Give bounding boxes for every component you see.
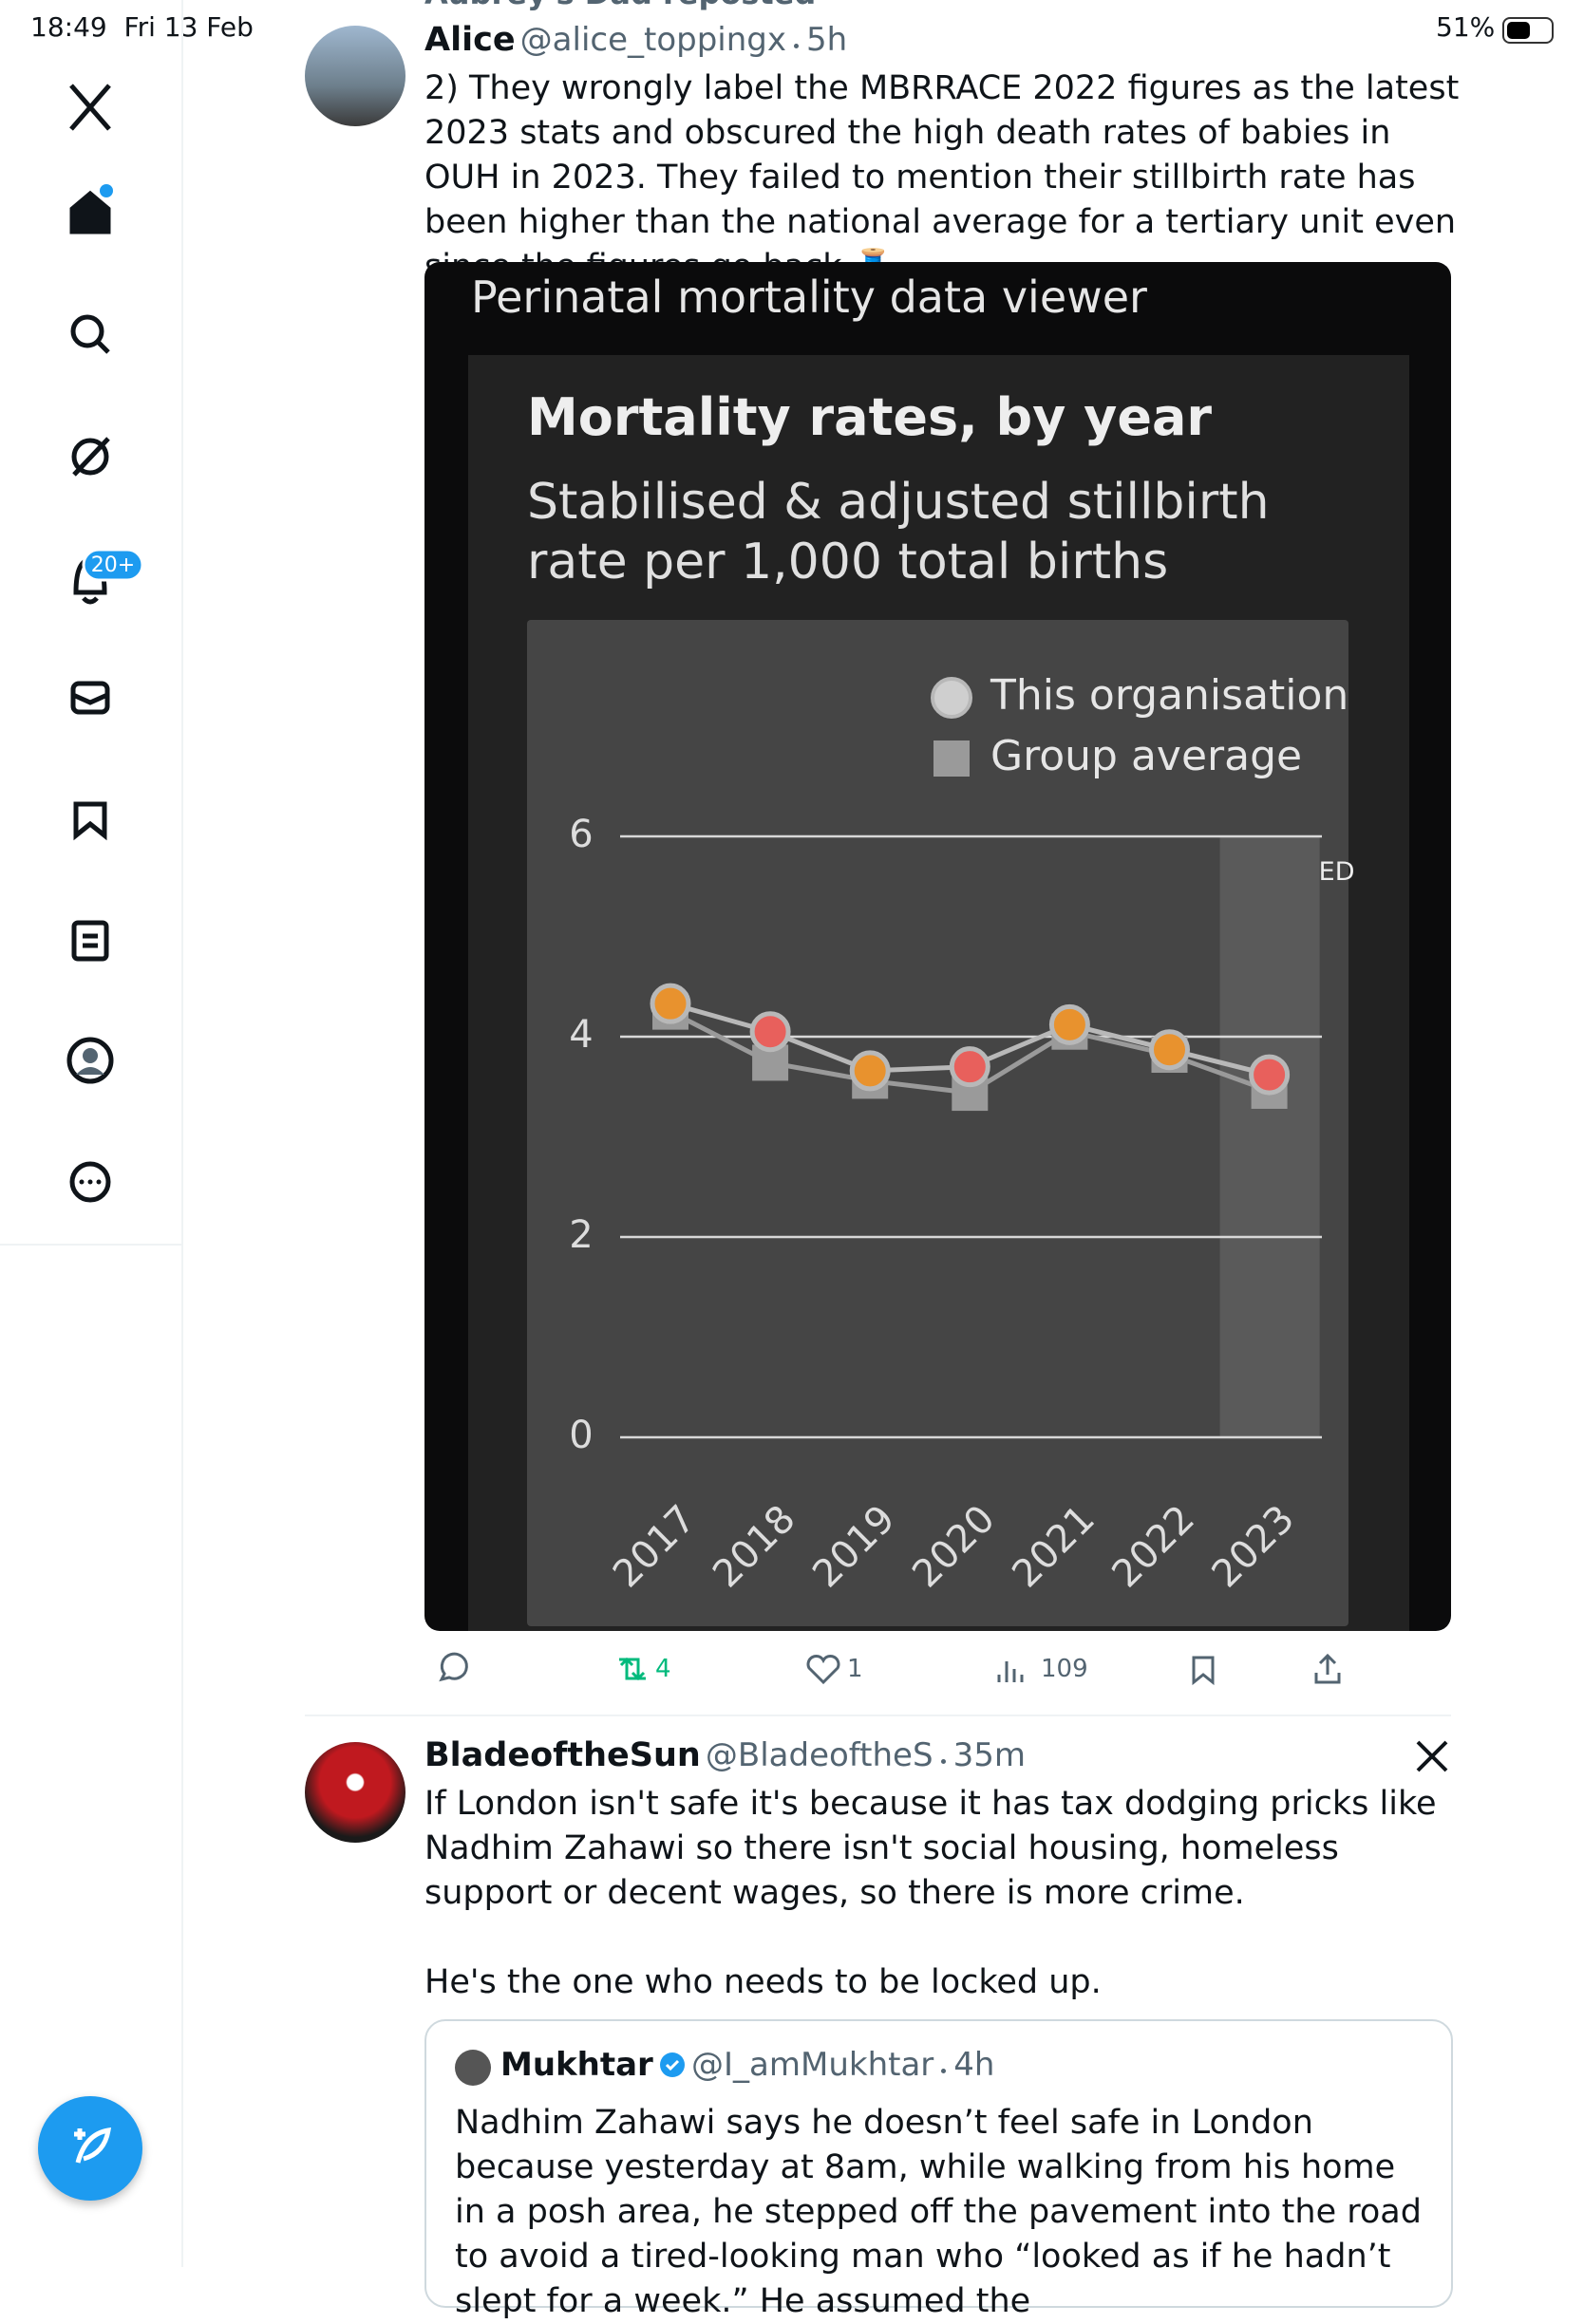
like-count[interactable]: 1 <box>847 1655 863 1683</box>
x-logo[interactable] <box>69 84 111 131</box>
bookmarks-icon[interactable] <box>73 801 107 841</box>
views-icon[interactable] <box>997 1661 1024 1682</box>
chart-card[interactable]: Perinatal mortality data viewer Mortalit… <box>424 262 1451 1631</box>
notification-badge: 20+ <box>91 553 135 577</box>
status-time: 18:49 Fri 13 Feb <box>30 11 254 43</box>
home-icon[interactable] <box>69 190 111 234</box>
bookmark-icon[interactable] <box>1192 1656 1215 1686</box>
quote-header: Mukhtar @I_amMukhtar 4h <box>500 2046 994 2084</box>
handle[interactable]: @BladeoftheS <box>705 1736 933 1774</box>
lists-icon[interactable] <box>71 920 109 962</box>
verified-badge <box>659 2052 685 2077</box>
share-icon[interactable] <box>1314 1653 1341 1684</box>
chart-header: Perinatal mortality data viewer <box>471 272 1147 323</box>
battery: 51% <box>1436 11 1496 43</box>
action-icons <box>439 1652 1341 1686</box>
battery-icon <box>1502 17 1554 44</box>
avatar[interactable] <box>305 26 405 126</box>
quote-avatar <box>455 2050 491 2086</box>
reply-icon[interactable] <box>439 1652 468 1682</box>
quote-author: Mukhtar <box>500 2046 653 2084</box>
messages-icon[interactable] <box>70 681 110 715</box>
tweet-header: Alice @alice_toppingx 5h <box>424 21 847 59</box>
annotation: SELECTED YEAR <box>1222 857 1355 924</box>
page: Aubrey's Dad reposted 18:49 Fri 13 Feb 5… <box>0 0 1554 2320</box>
repost-banner: Aubrey's Dad reposted <box>424 0 816 11</box>
tweet-header: BladeoftheSun @BladeoftheS 35m <box>424 1736 1026 1774</box>
retweet-count[interactable]: 4 <box>655 1655 671 1683</box>
chart-title: Mortality rates, by year <box>527 387 1213 447</box>
sidebar-border <box>181 0 183 2267</box>
grok-icon[interactable] <box>71 438 109 476</box>
quote-tweet[interactable]: Mukhtar @I_amMukhtar 4h Nadhim Zahawi say… <box>424 2019 1453 2320</box>
retweet-icon[interactable] <box>619 1657 646 1681</box>
tweet-text: If London isn't safe it's because it has… <box>424 1782 1450 2005</box>
paragraph: If London isn't safe it's because it has… <box>424 1785 1437 1912</box>
date: Fri 13 Feb <box>123 11 254 43</box>
more-icon[interactable] <box>69 1161 111 1203</box>
author-name[interactable]: Alice <box>424 21 516 59</box>
tweet-text: 2) They wrongly label the MBRRACE 2022 f… <box>424 69 1460 286</box>
view-count[interactable]: 109 <box>1041 1655 1088 1683</box>
compose-button[interactable] <box>38 2096 142 2201</box>
handle[interactable]: @alice_toppingx <box>519 21 787 59</box>
time: 18:49 <box>30 11 107 43</box>
avatar[interactable] <box>305 1742 405 1843</box>
search-icon[interactable] <box>70 314 104 348</box>
sidebar-icons: 20+ <box>66 84 144 1203</box>
quote-text: Nadhim Zahawi says he doesn’t feel safe … <box>455 2104 1422 2320</box>
chart-subtitle: Stabilised & adjusted stillbirth rate pe… <box>527 474 1270 590</box>
author-name[interactable]: BladeoftheSun <box>424 1736 701 1774</box>
quote-time: 4h <box>953 2046 995 2084</box>
paragraph: He's the one who needs to be locked up. <box>424 1963 1102 2001</box>
like-icon[interactable] <box>806 1655 840 1685</box>
profile-icon[interactable] <box>66 1037 114 1084</box>
timestamp[interactable]: 35m <box>952 1736 1026 1774</box>
plot-area <box>527 620 1348 1626</box>
sidebar-divider <box>0 1244 181 1246</box>
x-logo[interactable] <box>1415 1739 1449 1773</box>
timestamp[interactable]: 5h <box>806 21 848 59</box>
divider <box>305 1715 1451 1716</box>
quote-handle: @I_amMukhtar <box>691 2046 934 2084</box>
